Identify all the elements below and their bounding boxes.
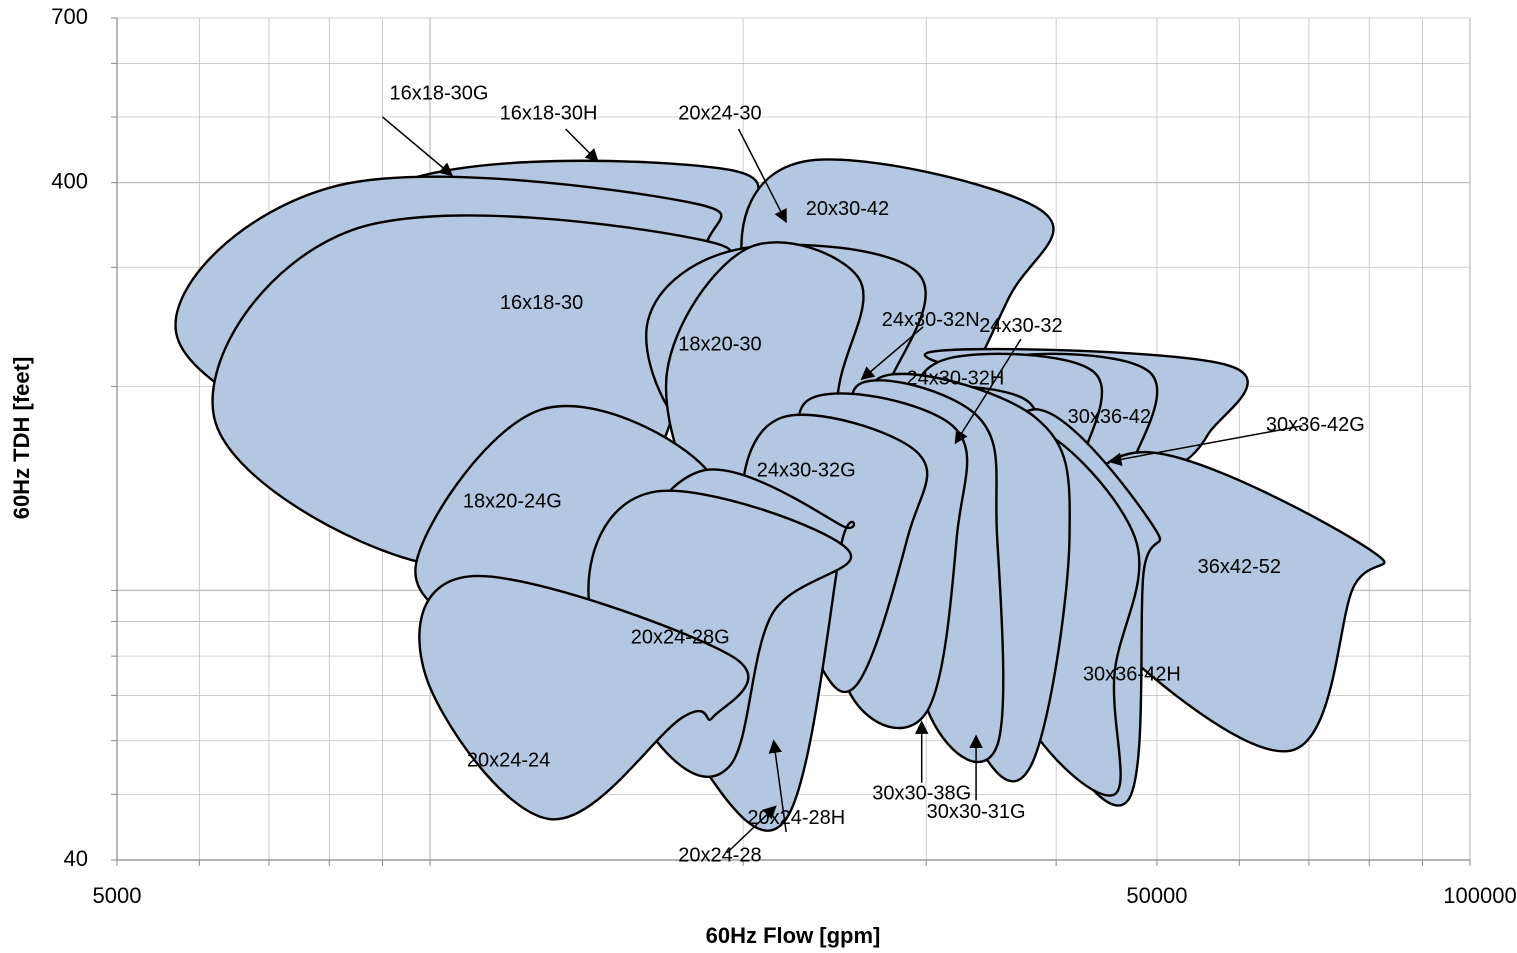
annotation-arrows — [381, 116, 1303, 854]
region-label: 30x30-38G — [872, 783, 971, 805]
annotation-arrow — [1108, 425, 1303, 466]
region-label: 20x24-30 — [678, 102, 761, 124]
y-tick-label: 700 — [51, 4, 88, 29]
region-label: 24x30-32N — [882, 309, 980, 331]
region-20x24-24 — [418, 574, 750, 821]
region-label: 16x18-30G — [390, 83, 489, 105]
performance-regions — [174, 158, 1386, 832]
region-label: 18x20-30 — [678, 334, 761, 356]
region-label: 24x30-32H — [906, 368, 1004, 390]
region-label: 30x36-42 — [1068, 406, 1151, 428]
region-label: 16x18-30 — [500, 292, 583, 314]
region-labels: 16x18-30G 16x18-30H 20x24-30 20x30-42 16x18-… — [390, 83, 1365, 867]
annotation-arrow — [726, 805, 777, 854]
region-label: 30x36-42G — [1266, 414, 1365, 436]
region-label: 24x30-32 — [979, 315, 1062, 337]
annotation-arrow — [954, 338, 1022, 445]
region-label: 20x24-28H — [747, 807, 845, 829]
axes — [111, 17, 1471, 866]
region-label: 36x42-52 — [1198, 556, 1281, 578]
y-tick-label: 40 — [64, 846, 88, 871]
region-label: 16x18-30H — [500, 102, 598, 124]
region-label: 20x24-28G — [631, 627, 730, 649]
x-tick-label: 5000 — [93, 883, 142, 908]
x-tick-label: 100000 — [1443, 883, 1516, 908]
x-axis-label: 60Hz Flow [gpm] — [705, 923, 881, 948]
region-label: 20x30-42 — [806, 198, 889, 220]
annotation-arrow — [565, 128, 599, 163]
region-label: 24x30-32G — [757, 459, 856, 481]
region-label: 30x36-42H — [1083, 663, 1181, 685]
y-tick-label: 400 — [51, 168, 88, 193]
region-label: 18x20-24G — [463, 490, 562, 512]
region-label: 30x30-31G — [927, 801, 1026, 823]
region-label: 20x24-28 — [678, 845, 761, 867]
y-axis-label: 60Hz TDH [feet] — [9, 356, 34, 520]
annotation-arrow — [381, 116, 454, 177]
annotation-arrow — [768, 739, 787, 833]
x-tick-label: 50000 — [1126, 883, 1187, 908]
annotation-arrow — [860, 326, 924, 381]
region-label: 20x24-24 — [467, 749, 550, 771]
annotation-arrow — [737, 128, 787, 224]
